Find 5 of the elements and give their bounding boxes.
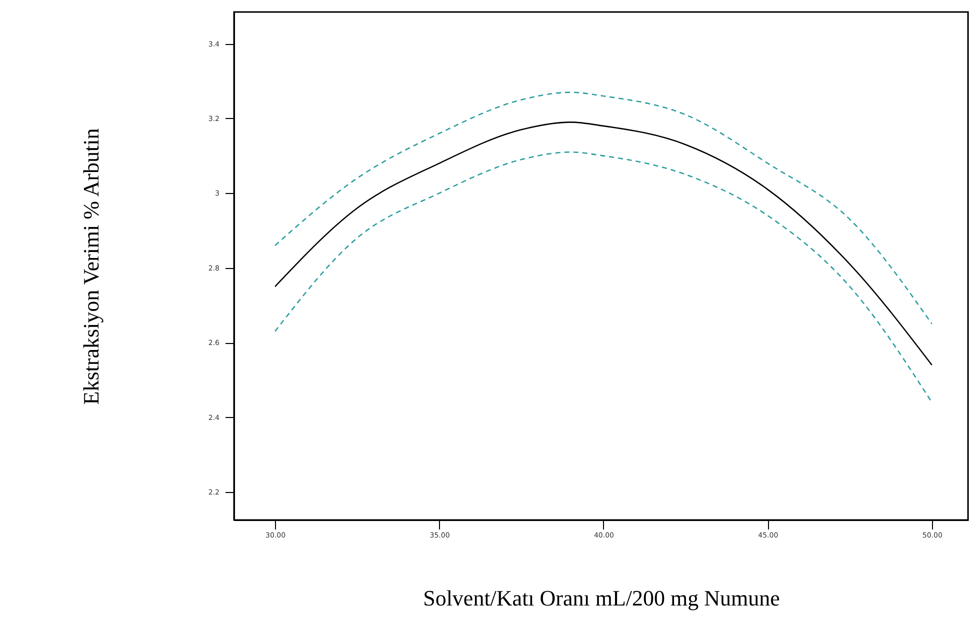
line-series [274,92,933,325]
line-series [274,122,933,366]
x-axis-title: Solvent/Katı Oranı mL/200 mg Numune [423,586,780,610]
y-axis-title: Ekstraksiyon Verimi % Arbutin [78,128,104,405]
line-series [274,151,933,403]
